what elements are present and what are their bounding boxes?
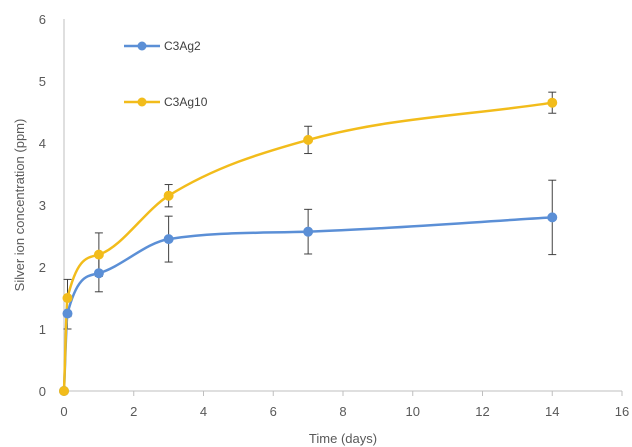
x-axis-title: Time (days) [309, 431, 377, 446]
data-point [547, 97, 558, 108]
data-point [93, 268, 104, 279]
x-tick-label: 12 [475, 404, 489, 419]
legend-marker [137, 41, 147, 51]
y-axis-title: Silver ion concentration (ppm) [12, 119, 27, 292]
x-tick-label: 2 [130, 404, 137, 419]
data-point [62, 293, 73, 303]
legend-marker [137, 97, 147, 107]
y-tick-label: 1 [39, 322, 46, 337]
x-tick-label: 0 [60, 404, 67, 419]
y-tick-label: 0 [39, 384, 46, 399]
data-point [59, 386, 69, 396]
data-point [547, 212, 558, 223]
x-tick-label: 4 [200, 404, 207, 419]
x-tick-label: 8 [339, 404, 346, 419]
y-tick-label: 6 [39, 12, 46, 27]
x-tick-label: 14 [545, 404, 559, 419]
x-tick-label: 6 [270, 404, 277, 419]
data-point [62, 308, 73, 319]
data-point [163, 234, 174, 245]
error-bars [63, 91, 557, 330]
data-point [93, 249, 104, 260]
data-point [163, 190, 174, 201]
x-tick-label: 10 [406, 404, 420, 419]
y-tick-label: 5 [39, 74, 46, 89]
y-tick-label: 4 [39, 136, 46, 151]
legend-label: C3Ag10 [164, 95, 208, 109]
legend-label: C3Ag2 [164, 39, 201, 53]
y-tick-label: 3 [39, 198, 46, 213]
y-tick-label: 2 [39, 260, 46, 275]
series-markers [59, 97, 558, 396]
data-point [303, 134, 314, 145]
legend: C3Ag2 C3Ag10 [124, 39, 208, 109]
x-tick-label: 16 [615, 404, 629, 419]
data-point [303, 226, 314, 237]
